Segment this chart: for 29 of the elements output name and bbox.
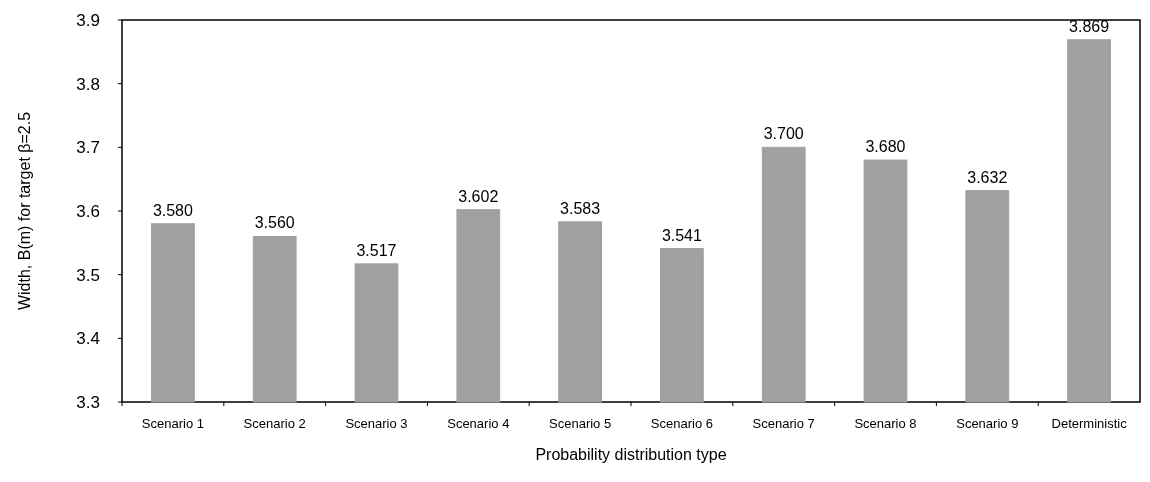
y-tick-label: 3.9 <box>76 10 100 30</box>
data-label: 3.580 <box>152 201 194 219</box>
y-tick-label: 3.4 <box>76 329 100 349</box>
data-label: 3.517 <box>356 241 397 259</box>
data-label: 3.680 <box>865 138 906 156</box>
data-label: 3.583 <box>560 199 601 217</box>
x-tick-label: Scenario 6 <box>650 416 713 431</box>
y-tick-label: 3.7 <box>76 138 100 158</box>
x-tick-label: Scenario 9 <box>956 416 1019 431</box>
x-tick-label: Scenario 1 <box>141 416 204 431</box>
x-tick-label: Scenario 5 <box>549 416 612 431</box>
y-tick-label: 3.3 <box>76 392 100 412</box>
y-tick-label: 3.5 <box>76 265 100 285</box>
y-tick-label: 3.8 <box>76 74 100 94</box>
data-label: 3.560 <box>254 214 295 232</box>
y-tick-label: 3.6 <box>76 201 100 221</box>
data-label: 3.632 <box>967 168 1008 186</box>
x-tick-label: Deterministic <box>1051 416 1128 431</box>
x-tick-label: Scenario 7 <box>752 416 815 431</box>
data-label: 3.602 <box>458 187 499 205</box>
data-label: 3.541 <box>661 226 703 244</box>
x-tick-label: Scenario 3 <box>345 416 408 431</box>
x-tick-label: Scenario 2 <box>243 416 306 431</box>
y-axis-title: Width, B(m) for target β=2.5 <box>16 111 33 311</box>
data-label: 3.869 <box>1069 17 1110 35</box>
data-label: 3.700 <box>763 125 804 143</box>
x-tick-label: Scenario 8 <box>854 416 917 431</box>
x-tick-label: Scenario 4 <box>447 416 510 431</box>
x-axis-title: Probability distribution type <box>535 446 727 463</box>
